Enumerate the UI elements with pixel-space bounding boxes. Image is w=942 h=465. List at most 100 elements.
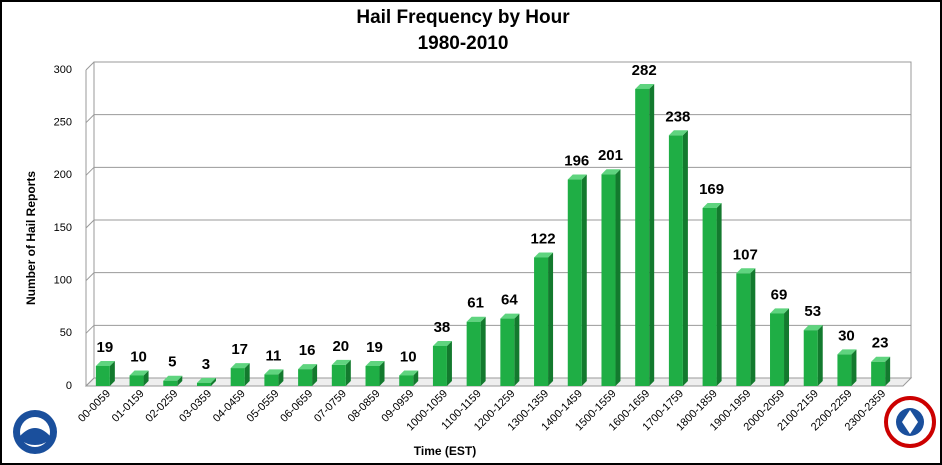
- value-label: 17: [231, 341, 248, 358]
- bar-top: [264, 369, 284, 375]
- bar-top: [500, 313, 520, 319]
- bar-front: [635, 88, 650, 387]
- y-tick-label: 150: [54, 222, 72, 234]
- bar-side: [548, 252, 554, 386]
- bar-front: [736, 273, 751, 386]
- bar-top: [196, 377, 216, 383]
- x-axis-title: Time (EST): [414, 444, 476, 458]
- bar-side: [750, 268, 756, 386]
- value-label: 23: [872, 335, 889, 352]
- bar-front: [837, 354, 852, 386]
- bar: [601, 169, 621, 386]
- grid-line: [85, 61, 911, 71]
- bar-front: [95, 365, 110, 386]
- bar: [736, 268, 756, 386]
- bar-top: [331, 359, 351, 365]
- value-label: 282: [632, 62, 657, 79]
- bar-front: [466, 321, 481, 386]
- bar-side: [817, 325, 823, 386]
- bar-top: [399, 370, 419, 376]
- chart-subtitle: 1980-2010: [418, 33, 509, 54]
- value-label: 38: [434, 319, 451, 336]
- bar: [702, 202, 722, 386]
- bar-top: [95, 360, 115, 366]
- bar-front: [500, 318, 515, 386]
- bar-side: [615, 169, 621, 386]
- bar-front: [163, 380, 178, 386]
- value-label: 201: [598, 147, 623, 164]
- value-label: 10: [130, 348, 147, 365]
- value-label: 64: [501, 292, 518, 309]
- y-tick-label: 250: [54, 117, 72, 129]
- bar-side: [345, 359, 351, 386]
- value-label: 19: [366, 339, 383, 356]
- value-label: 122: [531, 230, 556, 247]
- bar-front: [331, 364, 346, 386]
- bar: [803, 325, 823, 386]
- bar-side: [446, 340, 452, 386]
- bar-front: [230, 368, 245, 386]
- y-axis-title: Number of Hail Reports: [24, 171, 38, 305]
- value-label: 19: [97, 339, 114, 356]
- bar: [365, 360, 385, 386]
- bar-front: [803, 330, 818, 386]
- value-label: 10: [400, 348, 417, 365]
- bar-top: [668, 130, 688, 136]
- bar: [230, 363, 250, 386]
- bar-side: [480, 316, 486, 386]
- bar-top: [702, 202, 722, 208]
- y-tick-label: 100: [54, 275, 72, 287]
- bar-front: [567, 179, 582, 386]
- bar-top: [871, 356, 891, 362]
- bar-top: [432, 340, 452, 346]
- bar-side: [649, 83, 655, 387]
- bar: [331, 359, 351, 386]
- bar-side: [143, 370, 149, 386]
- value-label: 69: [771, 286, 788, 303]
- bar: [635, 83, 655, 387]
- bar-side: [244, 363, 250, 386]
- bar-top: [736, 268, 756, 274]
- value-label: 5: [168, 354, 176, 371]
- bar: [770, 308, 790, 386]
- value-label: 61: [467, 295, 484, 312]
- bar-front: [298, 369, 313, 386]
- bar-side: [851, 349, 857, 386]
- bar-top: [230, 363, 250, 369]
- bar-front: [601, 174, 616, 386]
- y-tick-label: 50: [60, 327, 72, 339]
- bar: [163, 375, 183, 386]
- bar-top: [837, 349, 857, 355]
- bar: [399, 370, 419, 386]
- value-label: 16: [299, 342, 316, 359]
- bar-front: [871, 361, 886, 386]
- y-tick-label: 0: [66, 380, 72, 392]
- value-label: 196: [564, 153, 589, 170]
- bar-front: [264, 374, 279, 386]
- bar-side: [885, 356, 891, 386]
- bar-front: [702, 207, 717, 386]
- bar-side: [312, 364, 318, 386]
- bar-top: [466, 316, 486, 322]
- value-label: 238: [665, 108, 690, 125]
- bar-side: [682, 130, 688, 386]
- value-label: 20: [332, 338, 349, 355]
- bar: [567, 174, 587, 386]
- value-label: 53: [804, 303, 821, 320]
- bar-front: [196, 382, 211, 386]
- bar: [264, 369, 284, 386]
- bar-side: [379, 360, 385, 386]
- noaa-logo: [13, 410, 57, 454]
- bar-side: [210, 377, 216, 386]
- bar-top: [163, 375, 183, 381]
- bar: [534, 252, 554, 386]
- bar: [298, 364, 318, 386]
- value-label: 30: [838, 327, 855, 344]
- bar-front: [534, 257, 549, 386]
- bar-top: [129, 370, 149, 376]
- nws-logo: [884, 396, 936, 448]
- bar-side: [413, 370, 419, 386]
- bar: [837, 349, 857, 386]
- value-label: 3: [202, 356, 210, 373]
- bar-side: [716, 202, 722, 386]
